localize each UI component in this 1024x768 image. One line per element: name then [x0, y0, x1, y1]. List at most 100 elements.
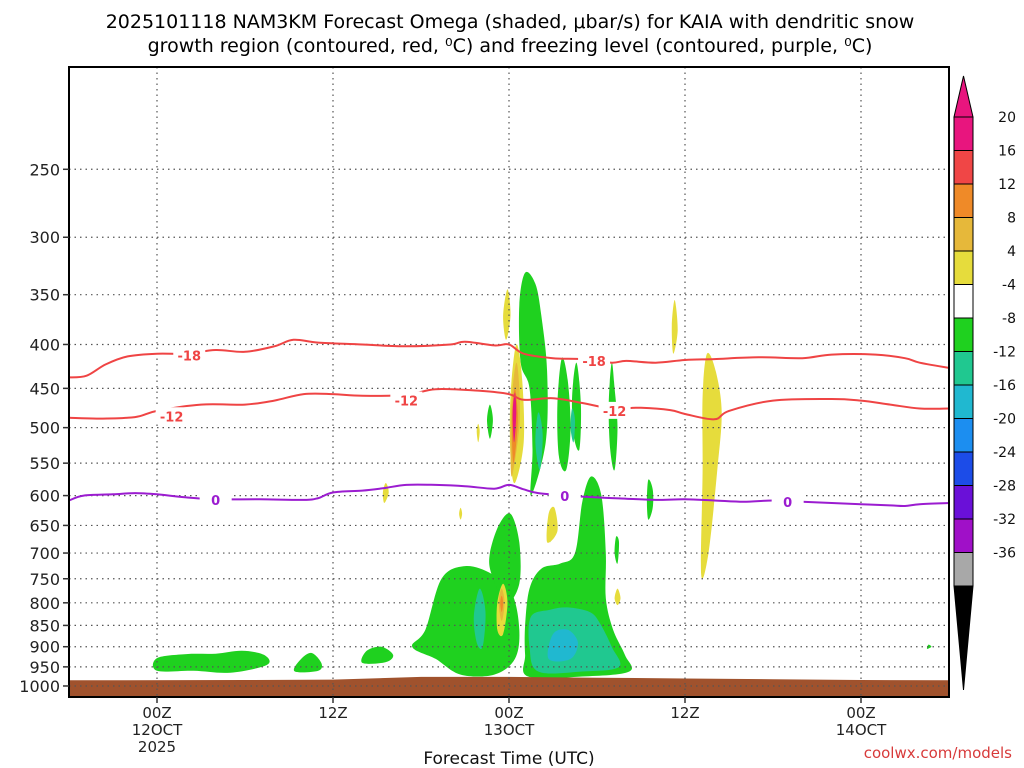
- y-tick-label: 500: [29, 419, 60, 438]
- y-tick-label: 650: [29, 516, 60, 535]
- colorbar-segment: [953, 418, 974, 453]
- colorbar-label: 8: [1007, 211, 1016, 227]
- colorbar-segment: [953, 351, 974, 386]
- colorbar-bottom-arrow: [953, 585, 974, 691]
- x-tick-label: 00Z: [846, 704, 875, 722]
- colorbar-segment: [953, 384, 974, 419]
- colorbar-label: -32: [993, 512, 1016, 528]
- omega-region-sinking: [476, 423, 480, 443]
- contour-label: -12: [395, 395, 419, 410]
- y-tick-label: 600: [29, 487, 60, 506]
- colorbar-label: -16: [993, 378, 1016, 394]
- omega-region-rising-outer: [614, 536, 620, 564]
- contour-label-bg: [578, 351, 611, 369]
- colorbar-segment: [953, 250, 974, 285]
- y-tick-label: 1000: [19, 677, 60, 696]
- x-axis-title: Forecast Time (UTC): [423, 749, 594, 768]
- y-tick-label: 450: [29, 379, 60, 398]
- colorbar-segment: [953, 217, 974, 252]
- omega-region-sinking: [700, 352, 722, 579]
- contour-label-bg: [598, 401, 631, 419]
- contour-label-bg: [199, 490, 232, 508]
- omega-region-sinking: [503, 289, 511, 340]
- contour-line: [69, 388, 949, 421]
- temperature-contours: -18 -18 -12 -12 -12 0 0 0: [69, 338, 949, 511]
- x-tick-label: 12Z: [318, 704, 347, 722]
- contour-label: 0: [560, 490, 569, 505]
- omega-region-rising-outer: [487, 404, 493, 439]
- x-tick-label: 14OCT: [836, 721, 887, 739]
- x-tick-label: 00Z: [494, 704, 523, 722]
- omega-region-sinking-strong: [500, 595, 504, 612]
- x-tick-label: 12Z: [670, 704, 699, 722]
- x-tick-label: 00Z: [142, 704, 171, 722]
- colorbar-segment: [953, 183, 974, 218]
- y-tick-label: 550: [29, 454, 60, 473]
- colorbar-label: 4: [1007, 244, 1016, 260]
- y-tick-label: 800: [29, 594, 60, 613]
- grid-lines: [69, 67, 949, 697]
- chart-title-line-1: 2025101118 NAM3KM Forecast Omega (shaded…: [106, 11, 915, 33]
- y-axis: 250 300 350 400 450 500 550 600 650 700 750 800 850 9…: [19, 160, 69, 696]
- y-tick-label: 900: [29, 638, 60, 657]
- y-tick-label: 350: [29, 286, 60, 305]
- contour-label-bg: [771, 492, 804, 510]
- colorbar-label: -36: [993, 546, 1016, 562]
- omega-region-rising-outer: [293, 652, 323, 673]
- y-tick-label: 250: [29, 160, 60, 179]
- omega-region-rising-outer: [412, 565, 520, 677]
- omega-region-sinking: [671, 299, 678, 354]
- colorbar-label: 20: [998, 110, 1016, 126]
- omega-region-rising-outer: [489, 513, 521, 603]
- x-tick-label: 12OCT: [132, 721, 183, 739]
- contour-label-bg: [173, 346, 206, 364]
- colorbar-segment: [953, 317, 974, 352]
- colorbar-segment: [953, 150, 974, 185]
- colorbar-segment: [953, 518, 974, 553]
- x-tick-label: 2025: [138, 738, 176, 756]
- contour-label: -18: [582, 355, 606, 370]
- omega-region-rising-core: [547, 629, 578, 662]
- y-tick-label: 850: [29, 616, 60, 635]
- omega-region-sinking-peak: [512, 392, 517, 443]
- colorbar-label: -12: [993, 345, 1016, 361]
- colorbar-segment: [953, 284, 974, 319]
- colorbar-label: -4: [1002, 278, 1016, 294]
- colorbar-label: -24: [993, 445, 1016, 461]
- terrain-fill: [69, 676, 949, 697]
- omega-region-rising-outer: [557, 357, 571, 472]
- x-tick-label: 13OCT: [484, 721, 535, 739]
- colorbar-label: -28: [993, 479, 1016, 495]
- omega-region-sinking: [614, 588, 621, 606]
- contour-label-bg: [155, 407, 188, 425]
- colorbar-label: -20: [993, 412, 1016, 428]
- omega-region-sinking: [459, 507, 463, 520]
- terrain-layer: [69, 676, 949, 697]
- colorbar-segment: [953, 116, 974, 151]
- colorbar-label: 12: [998, 177, 1016, 193]
- y-tick-label: 750: [29, 570, 60, 589]
- omega-region-rising-outer: [361, 646, 394, 664]
- contour-label-bg: [390, 391, 423, 409]
- y-tick-label: 950: [29, 658, 60, 677]
- colorbar-segment: [953, 552, 974, 587]
- colorbar-label: 16: [998, 144, 1016, 160]
- contour-label: -12: [160, 410, 184, 425]
- colorbar-segment: [953, 485, 974, 520]
- contour-label: 0: [783, 496, 792, 511]
- contour-label: 0: [211, 494, 220, 509]
- plot-area: -18 -18 -12 -12 -12 0 0 0: [68, 66, 950, 698]
- y-tick-label: 400: [29, 335, 60, 354]
- y-tick-label: 700: [29, 544, 60, 563]
- credit-text: coolwx.com/models: [864, 744, 1012, 762]
- y-tick-label: 300: [29, 228, 60, 247]
- contour-label: -12: [603, 405, 627, 420]
- colorbar-label: -8: [1002, 311, 1016, 327]
- omega-region-sinking: [546, 506, 558, 543]
- contour-label-bg: [548, 487, 581, 505]
- omega-region-rising-mid: [473, 588, 486, 650]
- colorbar: 20 16 12 8 4 -4 -8 -12 -16 -20 -24 -28 -32 -36: [953, 75, 1016, 691]
- omega-region-rising-mid: [535, 412, 543, 470]
- omega-region-rising-outer: [926, 644, 932, 649]
